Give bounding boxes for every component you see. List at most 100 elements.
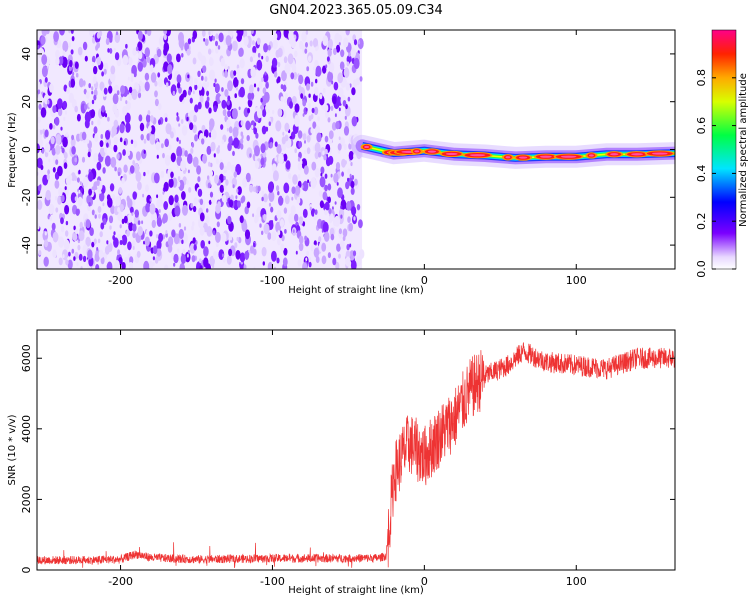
noise-speckle <box>263 43 269 53</box>
noise-speckle <box>163 30 168 35</box>
noise-speckle <box>345 181 350 190</box>
noise-speckle <box>233 70 237 76</box>
noise-speckle <box>331 206 334 211</box>
noise-speckle <box>71 134 75 141</box>
noise-speckle <box>236 200 241 208</box>
noise-speckle <box>156 248 162 257</box>
noise-speckle <box>125 122 131 133</box>
noise-speckle <box>61 147 65 154</box>
noise-speckle <box>50 136 55 145</box>
noise-speckle <box>156 199 161 209</box>
noise-speckle <box>131 88 138 100</box>
noise-speckle <box>55 57 60 66</box>
noise-speckle <box>119 137 123 143</box>
noise-speckle <box>250 92 255 100</box>
noise-speckle <box>270 116 274 122</box>
noise-speckle <box>295 250 298 255</box>
noise-speckle <box>71 248 75 254</box>
noise-speckle <box>63 116 66 121</box>
noise-speckle <box>154 90 158 98</box>
noise-speckle <box>338 136 341 141</box>
noise-speckle <box>192 90 195 95</box>
noise-speckle <box>62 40 69 53</box>
noise-speckle <box>65 175 72 186</box>
noise-speckle <box>298 85 302 92</box>
noise-speckle <box>113 237 119 248</box>
noise-speckle <box>105 130 111 140</box>
noise-speckle <box>156 239 162 250</box>
colorbar-label: Normalized spectral amplitude <box>738 73 749 227</box>
noise-speckle <box>271 231 277 242</box>
noise-speckle <box>216 147 220 154</box>
noise-speckle <box>197 70 201 78</box>
noise-speckle <box>335 261 340 269</box>
noise-speckle <box>142 193 145 198</box>
noise-speckle <box>170 131 174 139</box>
noise-speckle <box>108 240 111 245</box>
noise-speckle <box>267 261 273 269</box>
noise-speckle <box>187 74 190 79</box>
noise-speckle <box>168 178 174 188</box>
noise-speckle <box>359 76 363 82</box>
snr-line <box>37 342 675 568</box>
noise-speckle <box>62 136 68 148</box>
noise-speckle <box>351 87 356 96</box>
noise-speckle <box>324 184 328 192</box>
noise-speckle <box>301 184 304 189</box>
noise-speckle <box>267 181 274 193</box>
noise-speckle <box>118 187 123 194</box>
noise-speckle <box>256 59 263 71</box>
noise-speckle <box>149 64 154 72</box>
noise-speckle <box>233 171 238 178</box>
noise-speckle <box>302 180 309 192</box>
noise-speckle <box>239 58 245 69</box>
noise-speckle <box>226 127 229 132</box>
noise-speckle <box>176 146 183 158</box>
noise-speckle <box>40 107 47 118</box>
noise-speckle <box>221 194 227 203</box>
noise-speckle <box>112 93 119 105</box>
noise-speckle <box>121 177 125 184</box>
noise-speckle <box>122 105 128 116</box>
noise-speckle <box>351 206 357 216</box>
signal-hotspot-core <box>518 156 528 159</box>
noise-speckle <box>199 258 202 264</box>
noise-speckle <box>261 246 267 257</box>
noise-speckle <box>291 95 297 106</box>
noise-speckle <box>147 170 150 175</box>
signal-hotspot-core <box>427 150 437 153</box>
noise-speckle <box>192 124 197 134</box>
noise-speckle <box>285 160 291 170</box>
noise-speckle <box>191 255 196 263</box>
noise-speckle <box>99 231 103 238</box>
spectrogram-x-ticks: -200 -100 0 100 <box>108 30 587 287</box>
spectrogram-x-label: Height of straight line (km) <box>288 285 424 296</box>
noise-speckle <box>116 90 120 96</box>
noise-speckle <box>91 120 94 126</box>
noise-speckle <box>154 256 159 264</box>
noise-speckle <box>125 43 128 49</box>
colorbar-tick-label: 0.2 <box>695 212 708 230</box>
noise-speckle <box>57 196 62 205</box>
noise-speckle <box>147 125 152 133</box>
noise-speckle <box>212 35 215 41</box>
noise-speckle <box>222 257 226 263</box>
noise-speckle <box>110 156 117 168</box>
noise-speckle <box>238 106 241 111</box>
noise-speckle <box>138 51 143 60</box>
noise-speckle <box>98 249 104 259</box>
noise-speckle <box>170 171 174 179</box>
noise-speckle <box>237 73 241 81</box>
noise-speckle <box>132 48 137 56</box>
noise-speckle <box>343 126 350 136</box>
noise-speckle <box>328 208 332 214</box>
noise-speckle <box>166 53 172 63</box>
noise-speckle <box>322 221 329 233</box>
noise-speckle <box>90 109 96 119</box>
noise-speckle <box>121 234 128 246</box>
noise-speckle <box>91 99 95 105</box>
noise-speckle <box>123 164 128 173</box>
noise-speckle <box>156 154 159 159</box>
noise-speckle <box>256 37 261 45</box>
noise-speckle <box>44 239 49 248</box>
